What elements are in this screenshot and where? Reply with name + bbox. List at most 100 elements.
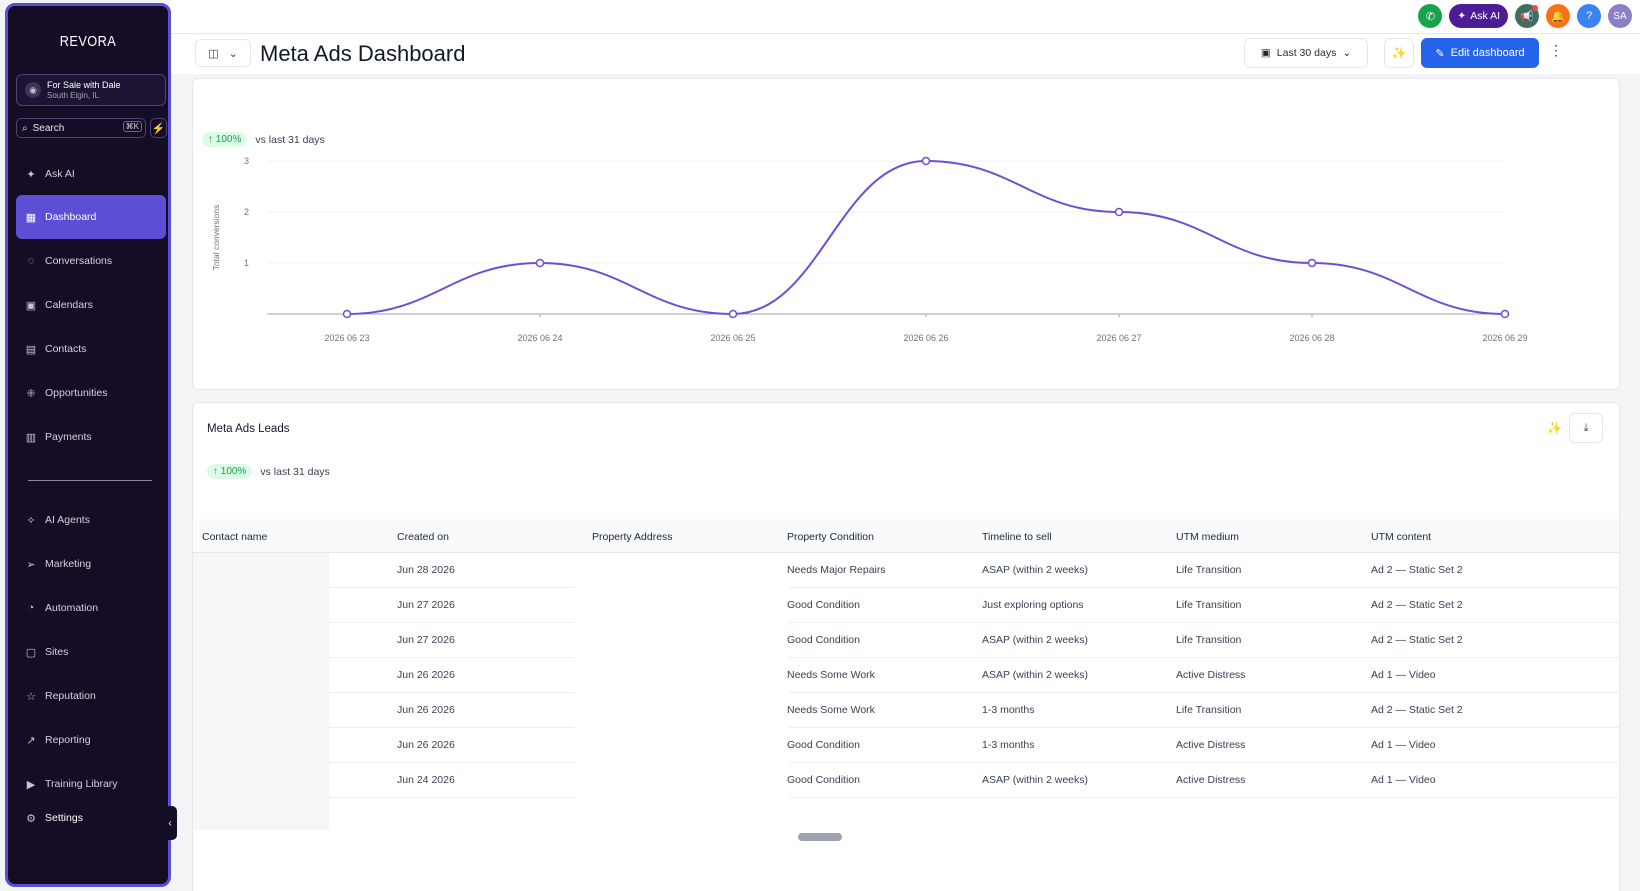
table-cell: Ad 1 — Video [1371, 669, 1436, 681]
sidebar-item-sites[interactable]: ▢ Sites [25, 646, 69, 659]
location-switcher[interactable]: ◉ For Sale with Dale South Elgin, IL [16, 74, 166, 106]
calendar-icon: ▣ [25, 299, 37, 312]
megaphone-icon[interactable]: 📢 [1515, 4, 1539, 28]
search-icon: ⌕ [22, 122, 28, 134]
table-row[interactable]: Jun 27 2026 Good Condition Just exploring … [193, 588, 1619, 623]
sidebar-item-reputation[interactable]: ☆ Reputation [16, 674, 166, 718]
line-chart: 1 2 3 Total conversions 2026 06 23 2026 06 24… [211, 156, 1528, 343]
sidebar-item-automation[interactable]: ◔ Automation [16, 586, 166, 630]
sidebar-item-ask-ai[interactable]: ✦ Ask AI [16, 152, 166, 196]
payments-icon: ▥ [25, 431, 37, 444]
table-cell: Jun 28 2026 [397, 564, 455, 576]
avatar[interactable]: SA [1608, 4, 1632, 28]
table-row[interactable]: Jun 26 2026 Needs Some Work 1-3 months Life… [193, 693, 1619, 728]
table-cell: Life Transition [1176, 564, 1242, 576]
column-header[interactable]: Created on [397, 531, 449, 543]
location-name: For Sale with Dale [47, 80, 121, 90]
table-cell: Needs Some Work [787, 704, 875, 716]
data-point [535, 258, 545, 268]
sidebar-item-reporting[interactable]: ↗ Reporting [16, 718, 166, 762]
data-point [728, 309, 738, 319]
table-row[interactable]: Jun 27 2026 Good Condition ASAP (within 2 … [193, 623, 1619, 658]
bell-icon[interactable]: 🔔 [1546, 4, 1570, 28]
notification-dot [1532, 5, 1538, 11]
sidebar-item-ai-agents[interactable]: ✧ AI Agents [16, 498, 166, 542]
trend-comparison: vs last 31 days [255, 133, 325, 146]
page-header: ◫ ⌄ Meta Ads Dashboard ▣ Last 30 days ⌄ ✨ ✎… [171, 34, 1640, 74]
magic-wand-button[interactable]: ✨ [1384, 38, 1414, 68]
ask-ai-button[interactable]: ✦ Ask AI [1449, 4, 1508, 28]
download-icon[interactable]: ⤓ [1569, 413, 1603, 443]
sparkle-icon: ✦ [26, 168, 36, 181]
sidebar-item-contacts[interactable]: ▤ Contacts [25, 343, 87, 356]
sidebar-item-settings[interactable]: ⚙ Settings [16, 796, 166, 840]
table-cell: Ad 2 — Static Set 2 [1371, 599, 1463, 611]
table-cell: Just exploring options [982, 599, 1084, 611]
layout-toggle-button[interactable]: ◫ ⌄ [195, 39, 251, 67]
row-divider [329, 657, 574, 658]
sidebar-item-marketing[interactable]: ➢ Marketing [16, 542, 166, 586]
table-cell: Life Transition [1176, 634, 1242, 646]
table-header: Contact name Created on Property Address Pr… [193, 519, 1619, 553]
data-point [1500, 309, 1510, 319]
table-row[interactable]: Jun 24 2026 Good Condition ASAP (within 2 … [193, 763, 1619, 798]
table-cell: Life Transition [1176, 704, 1242, 716]
table-cell: ASAP (within 2 weeks) [982, 564, 1089, 576]
sidebar-item-payments[interactable]: ▥ Payments [25, 431, 92, 444]
gear-icon: ⚙ [26, 812, 36, 825]
column-header[interactable]: UTM content [1371, 531, 1432, 543]
row-divider [329, 762, 574, 763]
phone-icon[interactable]: ✆ [1418, 4, 1443, 28]
app-logo: REVORA [59, 33, 117, 50]
data-point [1307, 258, 1317, 268]
sidebar-item-training-library[interactable]: ▶ Training Library [16, 762, 166, 806]
column-header[interactable]: UTM medium [1176, 531, 1240, 543]
y-tick-label: 1 [244, 258, 249, 268]
table-cell: ASAP (within 2 weeks) [982, 669, 1089, 681]
date-range-select[interactable]: ▣ Last 30 days ⌄ [1244, 38, 1368, 68]
table-cell: Needs Major Repairs [787, 564, 886, 576]
sidebar-item-conversations[interactable]: ◌ Conversations [16, 239, 166, 283]
sidebar-item-dashboard[interactable]: ▦ Dashboard [16, 195, 166, 239]
more-options-icon[interactable]: ⋮ [1549, 42, 1563, 58]
play-icon: ▶ [26, 778, 36, 791]
wand-icon[interactable]: ✨ [1547, 421, 1562, 435]
sidebar-search[interactable]: ⌕ Search ⌘K [16, 118, 146, 138]
table-row[interactable]: Jun 26 2026 Good Condition 1-3 months Activ… [193, 728, 1619, 763]
table-cell: Life Transition [1176, 599, 1242, 611]
column-header[interactable]: Timeline to sell [982, 531, 1052, 543]
send-icon: ➢ [26, 558, 36, 571]
collapse-sidebar-chevron-left-icon[interactable]: ‹ [163, 806, 177, 840]
row-divider [329, 692, 574, 693]
table-cell: Active Distress [1176, 774, 1246, 786]
topbar: ✆ ✦ Ask AI 📢 🔔 ? SA [171, 0, 1640, 34]
table-cell: Jun 26 2026 [397, 704, 455, 716]
contacts-icon: ▤ [25, 343, 37, 356]
quick-action-bolt-icon[interactable]: ⚡ [150, 118, 167, 138]
trend-icon: ↗ [26, 734, 36, 747]
sidebar-item-calendars[interactable]: ▣ Calendars [25, 299, 93, 312]
data-point [342, 309, 352, 319]
sidebar-divider [28, 480, 152, 481]
column-header[interactable]: Property Address [592, 531, 673, 543]
sites-icon: ▢ [25, 646, 37, 659]
column-header[interactable]: Property Condition [787, 531, 874, 543]
edit-dashboard-button[interactable]: ✎ Edit dashboard [1421, 38, 1539, 68]
horizontal-scroll-handle[interactable] [798, 833, 842, 841]
column-header[interactable]: Contact name [202, 531, 268, 543]
x-tick-label: 2026 06 24 [517, 333, 562, 343]
help-icon[interactable]: ? [1577, 4, 1601, 28]
table-cell: Needs Some Work [787, 669, 875, 681]
opportunities-icon: ⁜ [26, 387, 36, 400]
page-title: Meta Ads Dashboard [260, 41, 466, 66]
sidebar-item-opportunities[interactable]: ⁜ Opportunities [16, 371, 166, 415]
grid-icon: ▦ [25, 211, 37, 224]
table-cell: Ad 2 — Static Set 2 [1371, 704, 1463, 716]
table-row[interactable]: Jun 28 2026 Needs Major Repairs ASAP (with… [193, 553, 1619, 588]
row-divider [789, 587, 1619, 588]
contact-name-column-blank [193, 553, 329, 830]
data-point [921, 156, 931, 166]
table-row[interactable]: Jun 26 2026 Needs Some Work ASAP (within 2… [193, 658, 1619, 693]
row-divider [789, 727, 1619, 728]
row-divider [789, 692, 1619, 693]
